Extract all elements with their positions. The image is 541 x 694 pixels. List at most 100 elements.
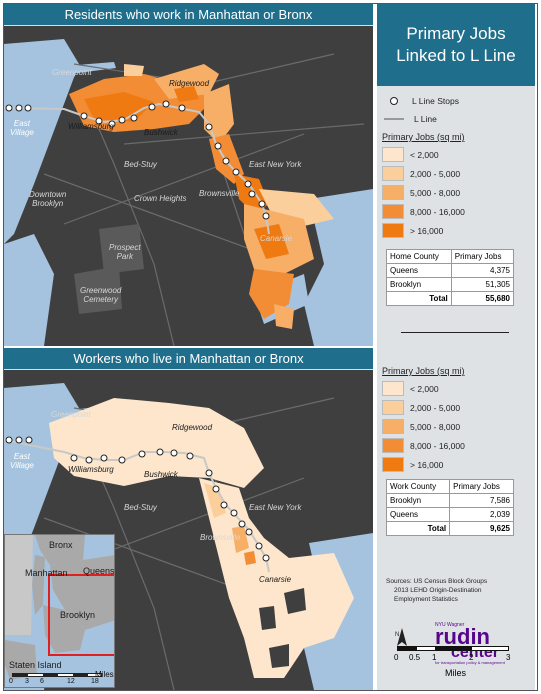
inset-scale-unit: Miles	[95, 670, 114, 679]
class-label-4b: 8,000 - 16,000	[410, 440, 465, 451]
locator-inset: Bronx Manhattan Queens Brooklyn Staten I…	[4, 534, 115, 688]
label-bushwick: Bushwick	[144, 128, 178, 137]
table-header-cell: Primary Jobs	[450, 249, 515, 264]
label-east-village: East Village	[10, 119, 34, 137]
map-workers-header: Workers who live in Manhattan or Bronx	[4, 348, 373, 370]
table-cell: 7,586	[449, 493, 514, 508]
logo-rudin: rudin	[435, 624, 490, 649]
table-cell: Brooklyn	[385, 493, 451, 508]
table-total-row: Total 9,625	[385, 521, 514, 536]
swatch-2	[382, 166, 404, 181]
table-cell: 2,039	[449, 507, 514, 522]
legend-class-3b: 5,000 - 8,000	[382, 419, 460, 434]
title-line-2: Linked to L Line	[396, 46, 516, 65]
label-canarsie: Canarsie	[260, 234, 293, 243]
east-river	[4, 39, 79, 244]
class-label-5b: > 16,000	[410, 459, 444, 470]
inset-brooklyn	[43, 605, 85, 653]
source-line-3: Employment Statistics	[394, 596, 458, 603]
greenwood-cemetery	[74, 266, 122, 314]
swatch-3	[382, 185, 404, 200]
table-cell: Brooklyn	[386, 277, 452, 292]
legend-title-bottom: Primary Jobs (sq mi)	[382, 366, 465, 376]
label-east-new-york-2: East New York	[249, 503, 302, 512]
legend-stops-label: L Line Stops	[412, 96, 459, 106]
svg-text:N: N	[395, 632, 399, 638]
swatch-5b	[382, 457, 404, 472]
source-line-2: 2013 LEHD Origin-Destination	[394, 587, 482, 594]
inset-label-queens: Queens	[83, 566, 115, 576]
title-line-1: Primary Jobs	[406, 24, 506, 43]
scale-tick-0-5: 0.5	[409, 653, 421, 662]
label-crown-heights: Crown Heights	[134, 194, 187, 203]
table-cell: Queens	[385, 507, 451, 522]
label-greenwood-cemetery: Greenwood Cemetery	[80, 286, 122, 304]
scale-unit: Miles	[445, 668, 467, 678]
inset-label-manhattan: Manhattan	[25, 568, 68, 578]
label-williamsburg: Williamsburg	[68, 122, 114, 131]
legend-line-label: L Line	[414, 114, 437, 124]
table-total-label: Total	[385, 521, 451, 536]
legend-class-1: < 2,000	[382, 147, 439, 162]
table-row: Brooklyn 7,586	[385, 493, 514, 508]
map-title: Primary Jobs Linked to L Line	[377, 4, 535, 86]
table-cell: 51,305	[450, 277, 515, 292]
inset-queens	[50, 555, 114, 630]
scale-tick-2: 2	[469, 653, 474, 662]
inset-extent-box	[48, 574, 114, 656]
swatch-3b	[382, 419, 404, 434]
logo-tagline: for transportation policy & management	[435, 660, 505, 665]
sources-note: Sources: US Census Block Groups 2013 LEH…	[386, 577, 487, 604]
work-county-table: Work County Primary Jobs Brooklyn 7,586 Qu…	[385, 479, 514, 536]
source-line-1: Sources: US Census Block Groups	[386, 578, 488, 585]
class-label-1: < 2,000	[410, 149, 439, 160]
table-header-row: Home County Primary Jobs	[386, 249, 515, 264]
table-cell: 4,375	[450, 263, 515, 278]
legend-class-4b: 8,000 - 16,000	[382, 438, 465, 453]
swatch-5	[382, 223, 404, 238]
table-row: Queens 4,375	[386, 263, 515, 278]
class-label-4: 8,000 - 16,000	[410, 206, 465, 217]
north-arrow-icon: N	[395, 626, 409, 648]
table-row: Brooklyn 51,305	[386, 277, 515, 292]
legend-stops: L Line Stops	[382, 96, 459, 106]
legend-panel: Primary Jobs Linked to L Line L Line Sto…	[377, 4, 535, 690]
logo-nyu-wagner: NYU Wagner	[435, 622, 465, 628]
inset-scale-18: 18	[91, 678, 99, 685]
scale-tick-0: 0	[394, 653, 399, 662]
map-residents-header: Residents who work in Manhattan or Bronx	[4, 4, 373, 26]
class-label-3b: 5,000 - 8,000	[410, 421, 461, 432]
table-header-cell: Work County	[385, 479, 451, 494]
inset-scale-6: 6	[40, 678, 44, 685]
table-row: Queens 2,039	[385, 507, 514, 522]
label-brownsville-2: Brownsville	[200, 533, 241, 542]
label-ridgewood-2: Ridgewood	[172, 423, 213, 432]
swatch-1b	[382, 381, 404, 396]
legend-class-2b: 2,000 - 5,000	[382, 400, 460, 415]
inset-label-staten-island: Staten Island	[9, 660, 62, 670]
label-bed-stuy: Bed-Stuy	[124, 160, 157, 169]
table-header-row: Work County Primary Jobs	[385, 479, 514, 494]
scale-tick-1: 1	[432, 653, 437, 662]
table-header-cell: Home County	[386, 249, 452, 264]
l-line-stops-top	[5, 100, 270, 220]
label-brownsville: Brownsville	[199, 189, 240, 198]
class-label-2: 2,000 - 5,000	[410, 168, 461, 179]
inset-bronx	[35, 535, 85, 565]
legend-class-1b: < 2,000	[382, 381, 439, 396]
table-total-value: 55,680	[450, 291, 515, 306]
label-canarsie-2: Canarsie	[259, 575, 292, 584]
map-residents-canvas	[4, 39, 373, 346]
legend-class-4: 8,000 - 16,000	[382, 204, 465, 219]
inset-nj	[5, 535, 33, 635]
home-county-table: Home County Primary Jobs Queens 4,375 Broo…	[386, 249, 515, 306]
label-east-village-2: East Village	[10, 452, 34, 470]
class-label-3: 5,000 - 8,000	[410, 187, 461, 198]
legend-class-3: 5,000 - 8,000	[382, 185, 460, 200]
label-greenpoint: Greenpoint	[52, 68, 92, 77]
table-total-label: Total	[386, 291, 452, 306]
panel-divider	[401, 332, 509, 333]
l-line-bottom	[4, 439, 270, 573]
scale-tick-3: 3	[506, 653, 511, 662]
inset-canvas	[5, 535, 114, 687]
